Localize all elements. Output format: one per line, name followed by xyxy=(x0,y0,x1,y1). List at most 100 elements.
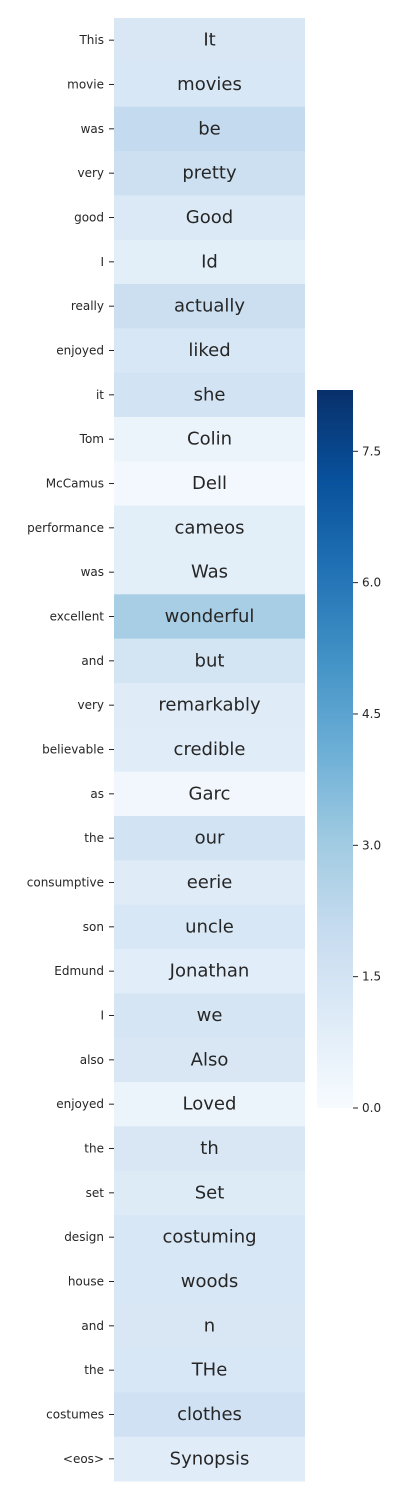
heatmap-cell xyxy=(114,372,305,418)
y-tick-label: it xyxy=(96,388,104,402)
heatmap-cell xyxy=(114,550,305,595)
heatmap-cell xyxy=(114,195,305,241)
cell-token-label: wonderful xyxy=(165,606,255,627)
heatmap-cell xyxy=(114,1126,305,1172)
heatmap-cell xyxy=(114,461,305,507)
cell-token-label: uncle xyxy=(185,916,234,937)
cell-token-label: woods xyxy=(181,1271,239,1292)
cell-token-label: but xyxy=(195,650,225,671)
y-tick-label: design xyxy=(64,1230,104,1244)
heatmap-cell xyxy=(114,106,305,152)
y-tick-label: This xyxy=(78,33,104,47)
y-tick-label: Tom xyxy=(79,432,104,446)
cell-token-label: we xyxy=(197,1005,223,1026)
heatmap-cell xyxy=(114,1215,305,1260)
colorbar-tick-label: 1.5 xyxy=(362,970,381,984)
colorbar-tick-label: 6.0 xyxy=(362,576,381,590)
y-tick-label: as xyxy=(90,787,104,801)
cell-token-label: costuming xyxy=(162,1227,256,1248)
y-tick-label: and xyxy=(81,654,104,668)
heatmap-cell xyxy=(114,1170,305,1216)
heatmap-cell xyxy=(114,284,305,329)
heatmap-cell xyxy=(114,993,305,1039)
y-tick-label: enjoyed xyxy=(56,1097,104,1111)
y-tick-label: and xyxy=(81,1319,104,1333)
heatmap-cell xyxy=(114,771,305,817)
heatmap-cell xyxy=(114,683,305,728)
y-tick-label: good xyxy=(74,211,104,225)
y-tick-label: believable xyxy=(42,743,104,757)
y-tick-label: costumes xyxy=(46,1408,104,1422)
y-tick-label: the xyxy=(84,831,104,845)
heatmap-cell xyxy=(114,816,305,861)
y-tick-label: performance xyxy=(27,521,104,535)
y-tick-label: movie xyxy=(67,78,104,92)
heatmap-cell xyxy=(114,594,305,640)
cell-token-label: Id xyxy=(201,251,218,272)
cell-token-label: Garc xyxy=(189,783,231,804)
cell-token-label: cameos xyxy=(175,517,245,538)
cell-token-label: liked xyxy=(188,340,230,361)
colorbar: 0.0 1.5 3.0 4.5 6.0 7.5 xyxy=(317,390,381,1115)
y-tick-label: the xyxy=(84,1142,104,1156)
y-tick-label: set xyxy=(86,1186,105,1200)
heatmap-cell xyxy=(114,860,305,906)
heatmap-cell xyxy=(114,1303,305,1349)
heatmap-cell xyxy=(114,151,305,196)
cell-token-label: pretty xyxy=(182,163,237,184)
cell-token-label: Also xyxy=(191,1049,229,1070)
cell-token-label: Good xyxy=(186,207,233,228)
colorbar-tick-label: 7.5 xyxy=(362,444,381,458)
cell-token-label: Set xyxy=(195,1182,225,1203)
y-tick-label: very xyxy=(77,698,104,712)
cell-token-label: eerie xyxy=(187,872,233,893)
heatmap-cell xyxy=(114,328,305,374)
y-tick-label: was xyxy=(81,122,104,136)
cell-token-label: th xyxy=(200,1138,218,1159)
y-tick-label: I xyxy=(100,255,104,269)
heatmap-cell xyxy=(114,417,305,462)
colorbar-gradient xyxy=(317,390,353,1108)
colorbar-tick-label: 0.0 xyxy=(362,1101,381,1115)
cell-token-label: Was xyxy=(191,562,228,583)
y-tick-label: house xyxy=(68,1275,104,1289)
heatmap-cell xyxy=(114,904,305,950)
heatmap-cell xyxy=(114,1348,305,1393)
heatmap-cell xyxy=(114,949,305,994)
cell-token-label: Jonathan xyxy=(169,961,250,982)
y-tick-label: consumptive xyxy=(27,876,104,890)
y-tick-label: son xyxy=(83,920,104,934)
heatmap-cell xyxy=(114,1259,305,1305)
cell-token-label: be xyxy=(198,118,221,139)
colorbar-tick-label: 3.0 xyxy=(362,838,381,852)
cell-token-label: It xyxy=(203,30,215,51)
heatmap-cell xyxy=(114,505,305,551)
heatmap-cell xyxy=(114,1436,305,1482)
cell-token-label: Synopsis xyxy=(170,1448,250,1469)
heatmap-cell xyxy=(114,638,305,684)
cell-token-label: clothes xyxy=(177,1404,242,1425)
y-tick-label: I xyxy=(100,1009,104,1023)
cell-token-label: THe xyxy=(191,1360,228,1381)
y-tick-label: also xyxy=(80,1053,104,1067)
heatmap-cell xyxy=(114,18,305,63)
cell-token-label: credible xyxy=(174,739,246,760)
cell-token-label: remarkably xyxy=(158,695,261,716)
y-tick-label: very xyxy=(77,166,104,180)
cell-token-label: Colin xyxy=(187,429,232,450)
y-tick-label: McCamus xyxy=(46,477,104,491)
heatmap-cells: It movies be pretty Good Id actually liked she Co… xyxy=(114,18,305,1482)
heatmap-cell xyxy=(114,1037,305,1083)
heatmap-cell xyxy=(114,62,305,108)
colorbar-ticks: 0.0 1.5 3.0 4.5 6.0 7.5 xyxy=(353,444,381,1115)
y-tick-label: enjoyed xyxy=(56,344,104,358)
colorbar-tick-label: 4.5 xyxy=(362,707,381,721)
y-tick-label: really xyxy=(71,299,104,313)
cell-token-label: she xyxy=(194,384,226,405)
cell-token-label: actually xyxy=(174,296,245,317)
cell-token-label: Loved xyxy=(183,1094,237,1115)
cell-token-label: Dell xyxy=(192,473,227,494)
cell-token-label: our xyxy=(195,828,225,849)
